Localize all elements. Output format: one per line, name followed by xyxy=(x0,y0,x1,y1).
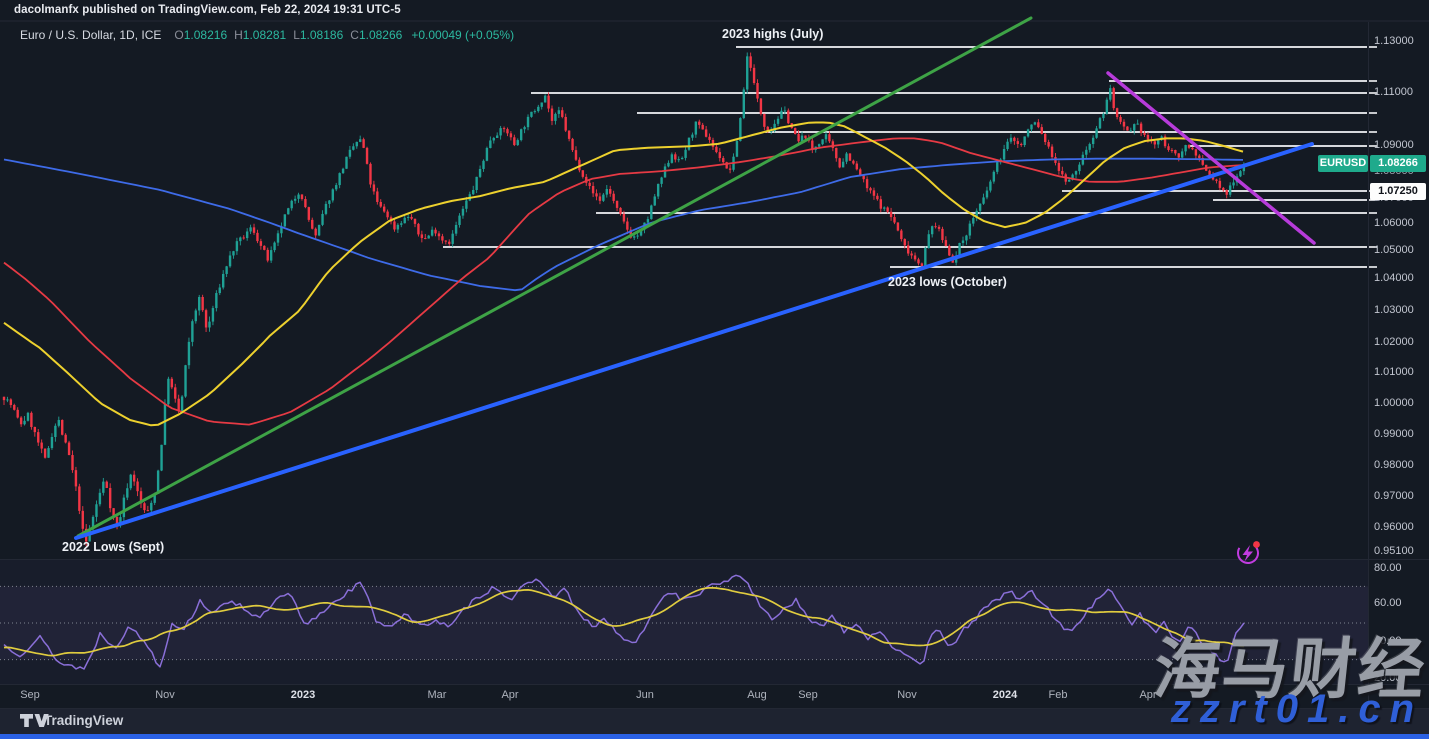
flash-circle-icon[interactable] xyxy=(1234,539,1262,567)
time-axis-label: 2024 xyxy=(992,689,1018,701)
uptrend-blue-trendline[interactable] xyxy=(74,142,1314,540)
price-change: +0.00049 (+0.05%) xyxy=(411,28,515,42)
ma-mid-red xyxy=(3,137,1244,426)
annotation-2023-highs[interactable]: 2023 highs (July) xyxy=(722,27,824,41)
price-axis-label: 1.02000 xyxy=(1374,336,1414,348)
price-axis-label: 1.06000 xyxy=(1374,217,1414,229)
price-axis-label: 0.95100 xyxy=(1374,545,1414,557)
price-axis-label: 1.09000 xyxy=(1374,139,1414,151)
time-axis-label: 2023 xyxy=(290,689,316,701)
ma-fast-yellow xyxy=(3,121,1244,427)
publisher-line: dacolmanfx published on TradingView.com,… xyxy=(14,4,401,16)
time-axis-label: Nov xyxy=(155,689,175,701)
tradingview-brand-text[interactable]: TradingView xyxy=(44,713,124,728)
rsi-axis-label: 20.00 xyxy=(1374,672,1402,684)
price-axis-label: 1.05000 xyxy=(1374,244,1414,256)
price-axis-label: 0.99000 xyxy=(1374,428,1414,440)
time-axis-label: Apr xyxy=(1139,689,1157,701)
ma-slow-blue xyxy=(3,157,1244,292)
time-axis-label: Feb xyxy=(1048,689,1068,701)
rsi-signal-line xyxy=(3,587,1245,657)
ohlc-high: H1.08281 xyxy=(234,28,287,42)
time-axis-label: Nov xyxy=(897,689,917,701)
ohlc-close: C1.08266 xyxy=(350,28,403,42)
time-axis-label: Sep xyxy=(20,689,40,701)
time-axis-label: Sep xyxy=(798,689,818,701)
price-axis-label: 0.98000 xyxy=(1374,459,1414,471)
price-axis-label: 1.11000 xyxy=(1374,86,1413,98)
uptrend-green-trendline[interactable] xyxy=(76,16,1033,538)
rsi-axis-label: 80.00 xyxy=(1374,562,1402,574)
symbol-price-label: EURUSD xyxy=(1318,154,1368,172)
ohlc-open: O1.08216 xyxy=(174,28,228,42)
level-price-badge: 1.07250 xyxy=(1370,182,1426,200)
price-axis-label: 1.00000 xyxy=(1374,397,1414,409)
annotation-2023-lows[interactable]: 2023 lows (October) xyxy=(888,275,1007,289)
ohlc-low: L1.08186 xyxy=(293,28,344,42)
rsi-axis-label: 40.00 xyxy=(1374,635,1402,647)
downtrend-purple-trendline[interactable] xyxy=(1106,71,1316,245)
symbol-legend[interactable]: Euro / U.S. Dollar, 1D, ICE O1.08216 H1.… xyxy=(20,28,514,42)
annotation-2022-lows[interactable]: 2022 Lows (Sept) xyxy=(62,540,165,554)
symbol-title: Euro / U.S. Dollar, 1D, ICE xyxy=(20,28,162,42)
price-axis-label: 1.03000 xyxy=(1374,304,1414,316)
price-axis-label: 1.01000 xyxy=(1374,366,1414,378)
time-axis-label: Apr xyxy=(501,689,519,701)
rsi-guides xyxy=(0,585,1368,661)
time-axis-label: Aug xyxy=(747,689,767,701)
candlestick-series xyxy=(2,52,1246,547)
rsi-axis-label: 60.00 xyxy=(1374,597,1402,609)
time-axis-label: Jun xyxy=(636,689,654,701)
price-axis-label: 1.04000 xyxy=(1374,272,1414,284)
price-axis-label: 0.96000 xyxy=(1374,521,1414,533)
price-axis-label: 1.13000 xyxy=(1374,35,1414,47)
tradingview-logo[interactable] xyxy=(20,714,49,727)
last-price-badge: 1.08266 xyxy=(1370,154,1426,172)
time-axis-label: Mar xyxy=(427,689,447,701)
price-axis-label: 0.97000 xyxy=(1374,490,1414,502)
watermark-url: zzrt01.cn xyxy=(1170,687,1423,731)
